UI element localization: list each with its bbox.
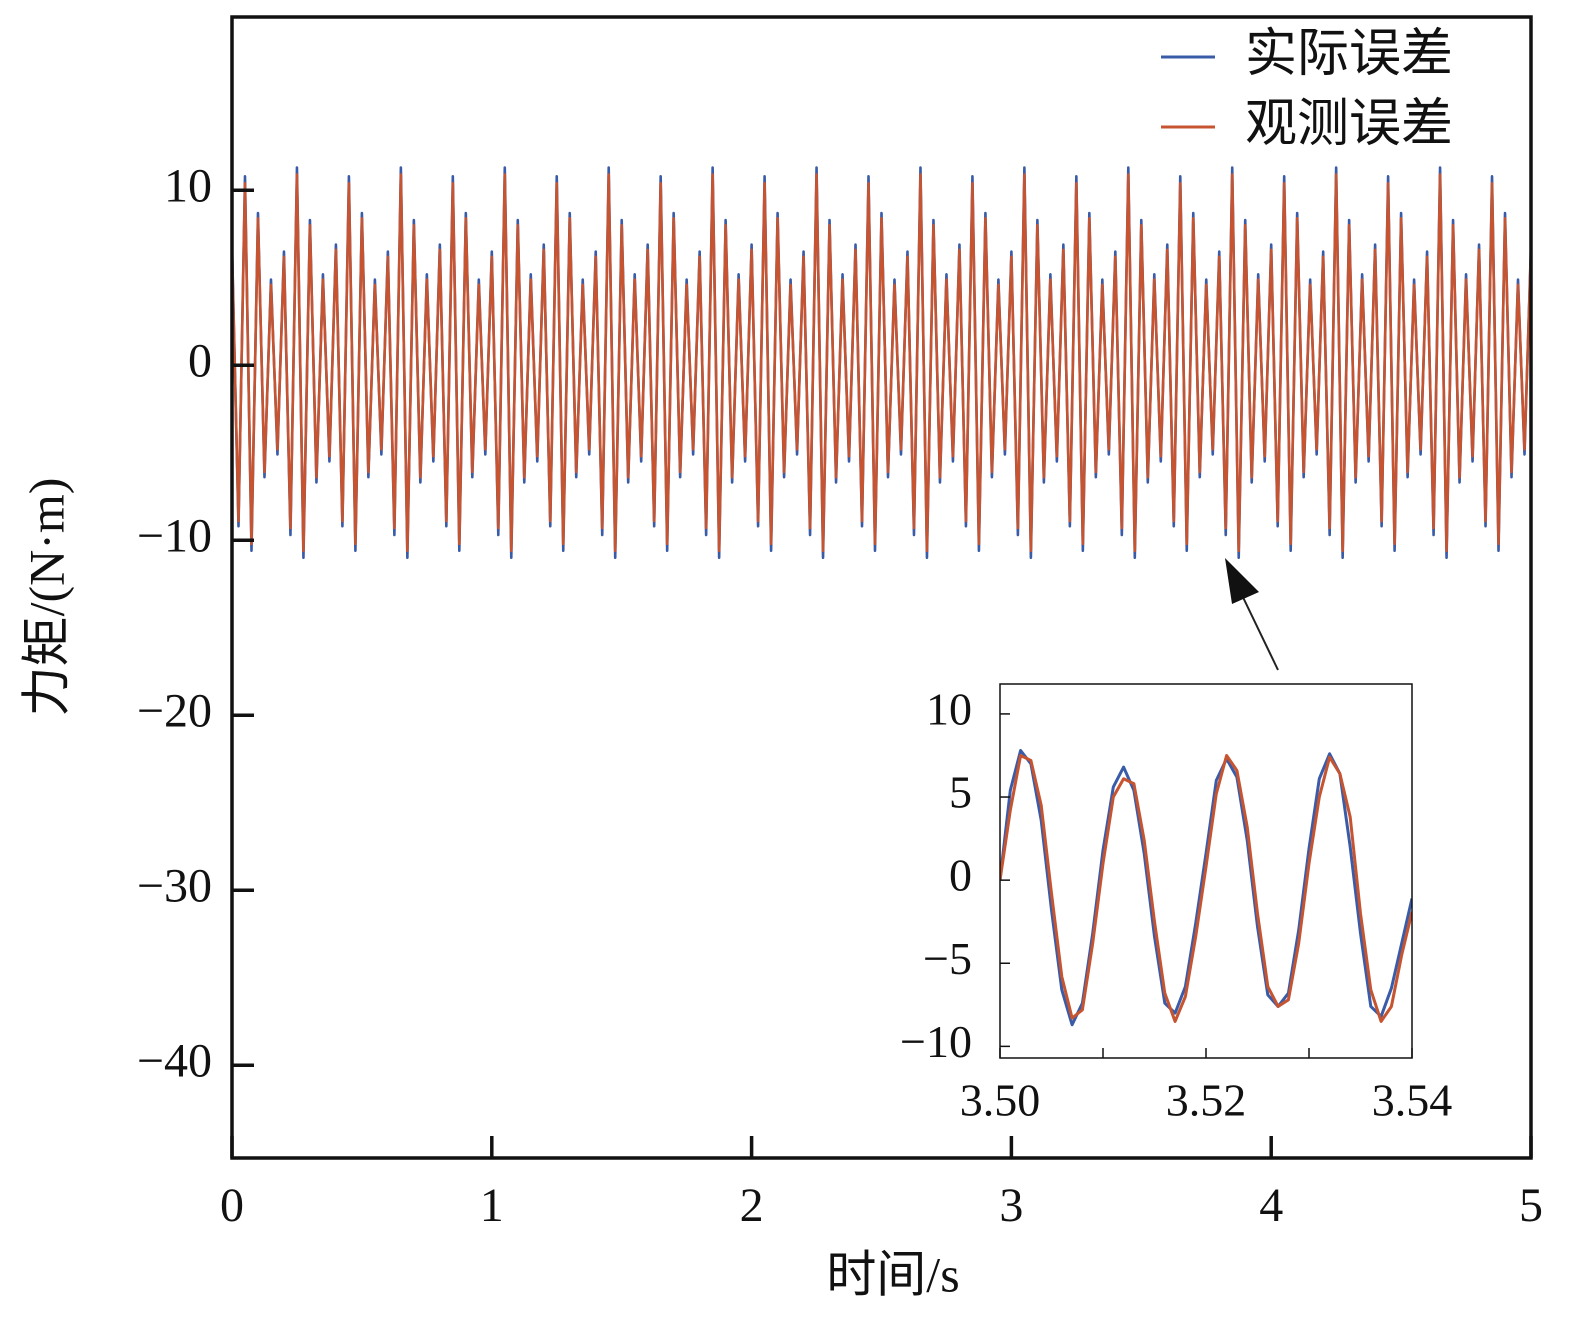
- y-tick-label: 0: [188, 334, 212, 387]
- y-tick-label: −30: [137, 859, 212, 912]
- x-tick-label: 3.54: [1372, 1075, 1453, 1126]
- y-axis-label: 力矩/(N·m): [18, 478, 74, 717]
- y-tick-label: 10: [164, 159, 212, 212]
- legend-label: 实际误差: [1245, 26, 1453, 83]
- series-line: [1000, 748, 1412, 1027]
- x-tick-label: 1: [480, 1179, 504, 1232]
- x-tick-label: 2: [740, 1179, 764, 1232]
- x-tick-label: 4: [1259, 1179, 1283, 1232]
- y-tick-label: 0: [949, 850, 972, 901]
- y-tick-label: −20: [137, 684, 212, 737]
- y-tick-label: 10: [926, 683, 972, 734]
- y-tick-label: −10: [900, 1016, 972, 1067]
- y-tick-label: −40: [137, 1034, 212, 1087]
- series-line: [232, 173, 1531, 553]
- arrow-shaft: [1239, 590, 1279, 671]
- x-tick-label: 5: [1519, 1179, 1543, 1232]
- x-tick-label: 0: [220, 1179, 244, 1232]
- plot-frame: [230, 15, 1533, 1160]
- legend-label: 观测误差: [1245, 96, 1453, 153]
- arrow-head: [1225, 558, 1259, 604]
- y-tick-label: −10: [137, 509, 212, 562]
- y-tick-label: 5: [949, 767, 972, 818]
- x-tick-label: 3: [999, 1179, 1023, 1232]
- series-line: [1000, 753, 1412, 1023]
- x-axis-label: 时间/s: [826, 1246, 959, 1302]
- x-tick-label: 3.50: [960, 1075, 1041, 1126]
- x-tick-label: 3.52: [1166, 1075, 1247, 1126]
- y-tick-label: −5: [923, 933, 972, 984]
